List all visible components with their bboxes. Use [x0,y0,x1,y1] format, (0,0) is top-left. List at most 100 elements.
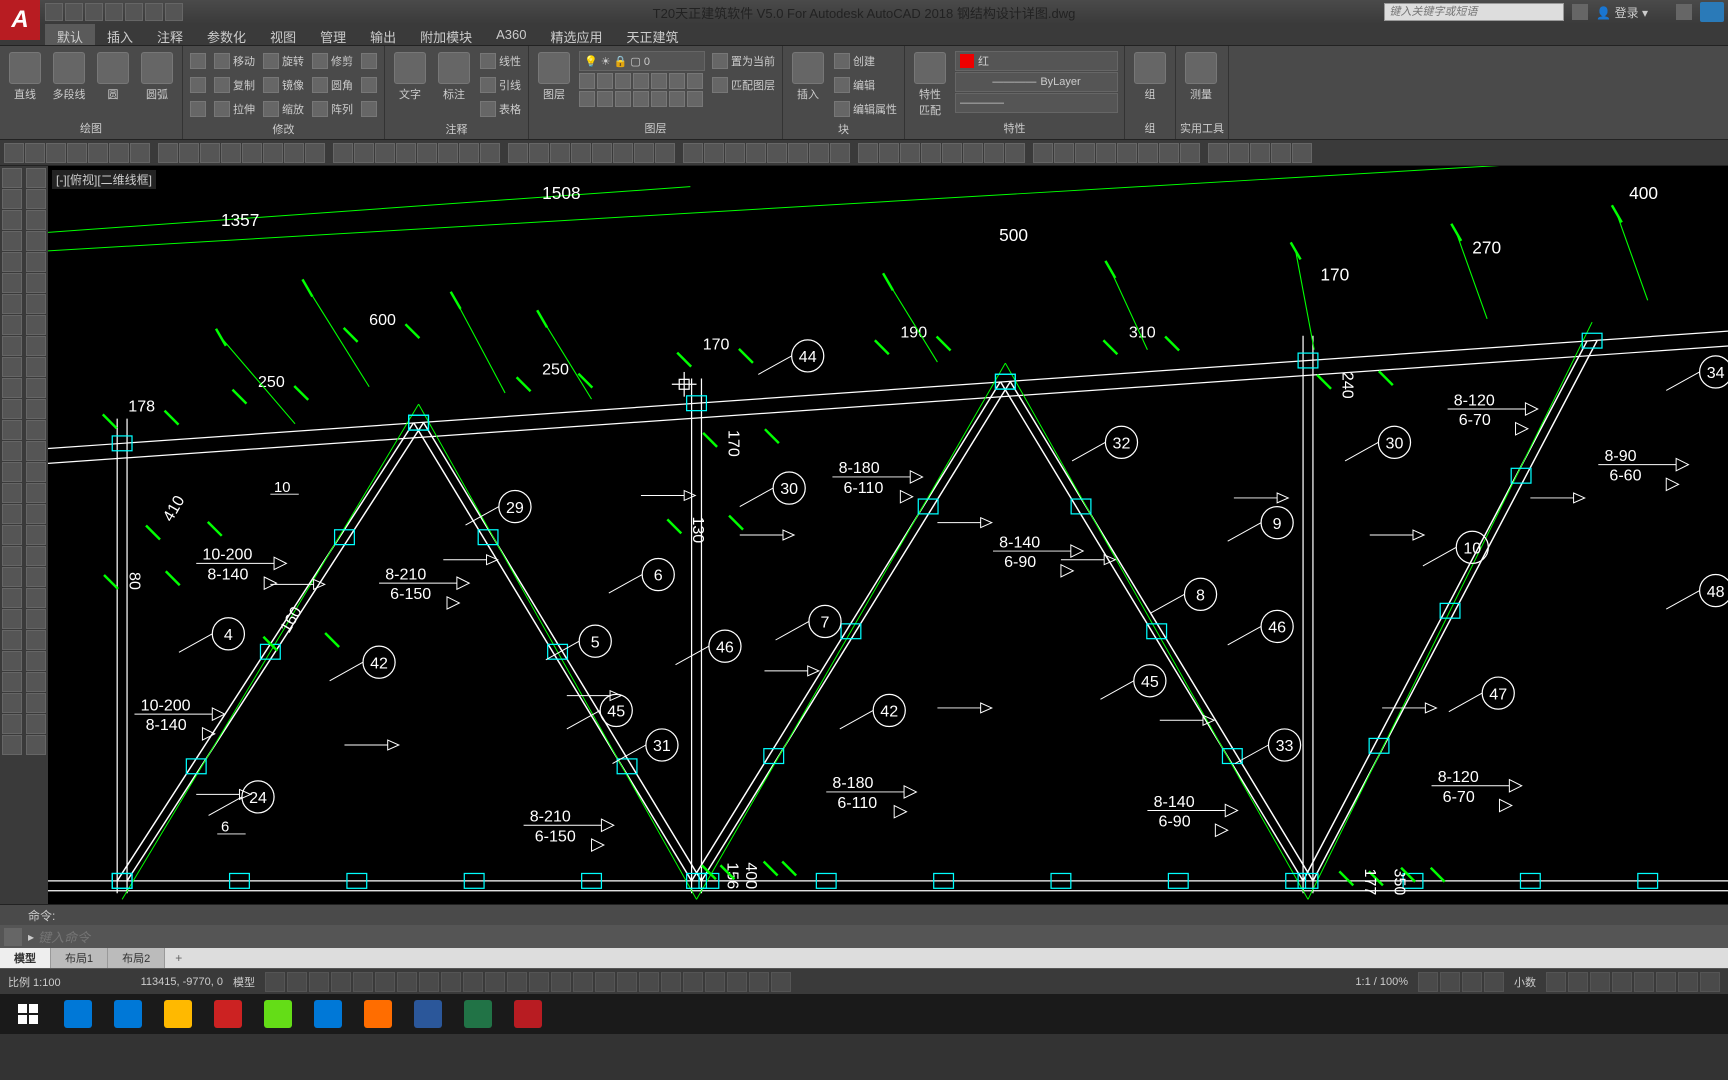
status-toggle[interactable] [1700,972,1720,992]
status-toggle[interactable] [1462,972,1482,992]
tool-btn[interactable] [26,273,46,293]
layout-tab[interactable]: 模型 [0,948,51,968]
status-toggle[interactable] [375,972,395,992]
status-toggle[interactable] [595,972,615,992]
status-toggle[interactable] [441,972,461,992]
taskbar-app[interactable] [454,996,502,1032]
toolbar-btn[interactable] [88,143,108,163]
toolbar-btn[interactable] [158,143,178,163]
toolbar-btn[interactable] [809,143,829,163]
toolbar-btn[interactable] [305,143,325,163]
taskbar-app[interactable] [54,996,102,1032]
toolbar-btn[interactable] [725,143,745,163]
qat-new-icon[interactable] [45,3,63,21]
taskbar-app[interactable] [504,996,552,1032]
ribbon-tab-7[interactable]: 附加模块 [408,24,484,45]
status-toggle[interactable] [705,972,725,992]
tool-btn[interactable] [2,483,22,503]
status-toggle[interactable] [727,972,747,992]
layer-dropdown[interactable]: 💡 ☀ 🔒 ▢ 0 [579,51,705,71]
qat-undo-icon[interactable] [145,3,163,21]
tool-btn[interactable] [26,693,46,713]
modify-btn[interactable]: 移动 [211,50,258,72]
toolbar-btn[interactable] [1138,143,1158,163]
status-toggle[interactable] [419,972,439,992]
tool-btn[interactable] [26,294,46,314]
status-toggle[interactable] [331,972,351,992]
status-toggle[interactable] [485,972,505,992]
tool-btn[interactable] [2,588,22,608]
taskbar-app[interactable] [304,996,352,1032]
toolbar-btn[interactable] [1208,143,1228,163]
ribbon-btn[interactable]: 圆 [92,48,134,119]
ribbon-btn[interactable]: 圆弧 [136,48,178,119]
tool-btn[interactable] [26,462,46,482]
toolbar-btn[interactable] [767,143,787,163]
status-toggle[interactable] [573,972,593,992]
tool-btn[interactable] [2,630,22,650]
layout-tab[interactable]: 布局1 [51,948,108,968]
toolbar-btn[interactable] [1096,143,1116,163]
tool-btn[interactable] [2,420,22,440]
toolbar-btn[interactable] [1250,143,1270,163]
command-input[interactable] [38,930,1724,945]
ribbon-tab-8[interactable]: A360 [484,24,538,45]
status-toggle[interactable] [617,972,637,992]
color-dropdown[interactable]: 红 [955,51,1118,71]
status-space[interactable]: 模型 [233,974,255,990]
status-toggle[interactable] [749,972,769,992]
toolbar-btn[interactable] [46,143,66,163]
ribbon-tab-9[interactable]: 精选应用 [539,24,615,45]
ribbon-btn[interactable]: 测量 [1180,48,1222,119]
tool-btn[interactable] [2,504,22,524]
drawing-canvas[interactable]: [-][俯视][二维线框] 13571508500170270400600250… [48,166,1728,904]
status-toggle[interactable] [1546,972,1566,992]
status-zoom[interactable]: 1:1 / 100% [1355,976,1408,988]
tool-btn[interactable] [2,609,22,629]
tool-btn[interactable] [26,609,46,629]
taskbar-app[interactable] [254,996,302,1032]
status-toggle[interactable] [309,972,329,992]
tool-btn[interactable] [2,546,22,566]
annot-btn[interactable]: 文字 [389,48,431,120]
toolbar-btn[interactable] [1075,143,1095,163]
toolbar-btn[interactable] [375,143,395,163]
toolbar-btn[interactable] [529,143,549,163]
layout-tab[interactable]: 布局2 [108,948,165,968]
toolbar-btn[interactable] [571,143,591,163]
viewport-control[interactable]: [-][俯视][二维线框] [52,170,156,189]
status-scale[interactable]: 比例 1:100 [8,974,61,990]
qat-redo-icon[interactable] [165,3,183,21]
tool-btn[interactable] [2,399,22,419]
ribbon-tab-6[interactable]: 输出 [358,24,408,45]
toolbar-btn[interactable] [179,143,199,163]
status-toggle[interactable] [265,972,285,992]
status-toggle[interactable] [1634,972,1654,992]
tool-btn[interactable] [26,735,46,755]
taskbar-app[interactable] [404,996,452,1032]
add-layout-btn[interactable]: + [165,949,192,967]
tool-btn[interactable] [2,651,22,671]
toolbar-btn[interactable] [942,143,962,163]
ribbon-tab-2[interactable]: 注释 [145,24,195,45]
login-dropdown[interactable]: 👤 登录 ▾ [1596,4,1648,21]
toolbar-btn[interactable] [704,143,724,163]
tool-btn[interactable] [26,525,46,545]
toolbar-btn[interactable] [879,143,899,163]
tool-btn[interactable] [2,441,22,461]
taskbar-app[interactable] [104,996,152,1032]
tool-btn[interactable] [2,336,22,356]
status-toggle[interactable] [1568,972,1588,992]
tool-btn[interactable] [26,630,46,650]
match-properties-button[interactable]: 特性匹配 [909,48,951,119]
toolbar-btn[interactable] [963,143,983,163]
toolbar-btn[interactable] [592,143,612,163]
toolbar-btn[interactable] [788,143,808,163]
status-toggle[interactable] [507,972,527,992]
status-toggle[interactable] [1678,972,1698,992]
tool-btn[interactable] [26,210,46,230]
toolbar-btn[interactable] [417,143,437,163]
tool-btn[interactable] [26,441,46,461]
tool-btn[interactable] [26,714,46,734]
tool-btn[interactable] [2,189,22,209]
